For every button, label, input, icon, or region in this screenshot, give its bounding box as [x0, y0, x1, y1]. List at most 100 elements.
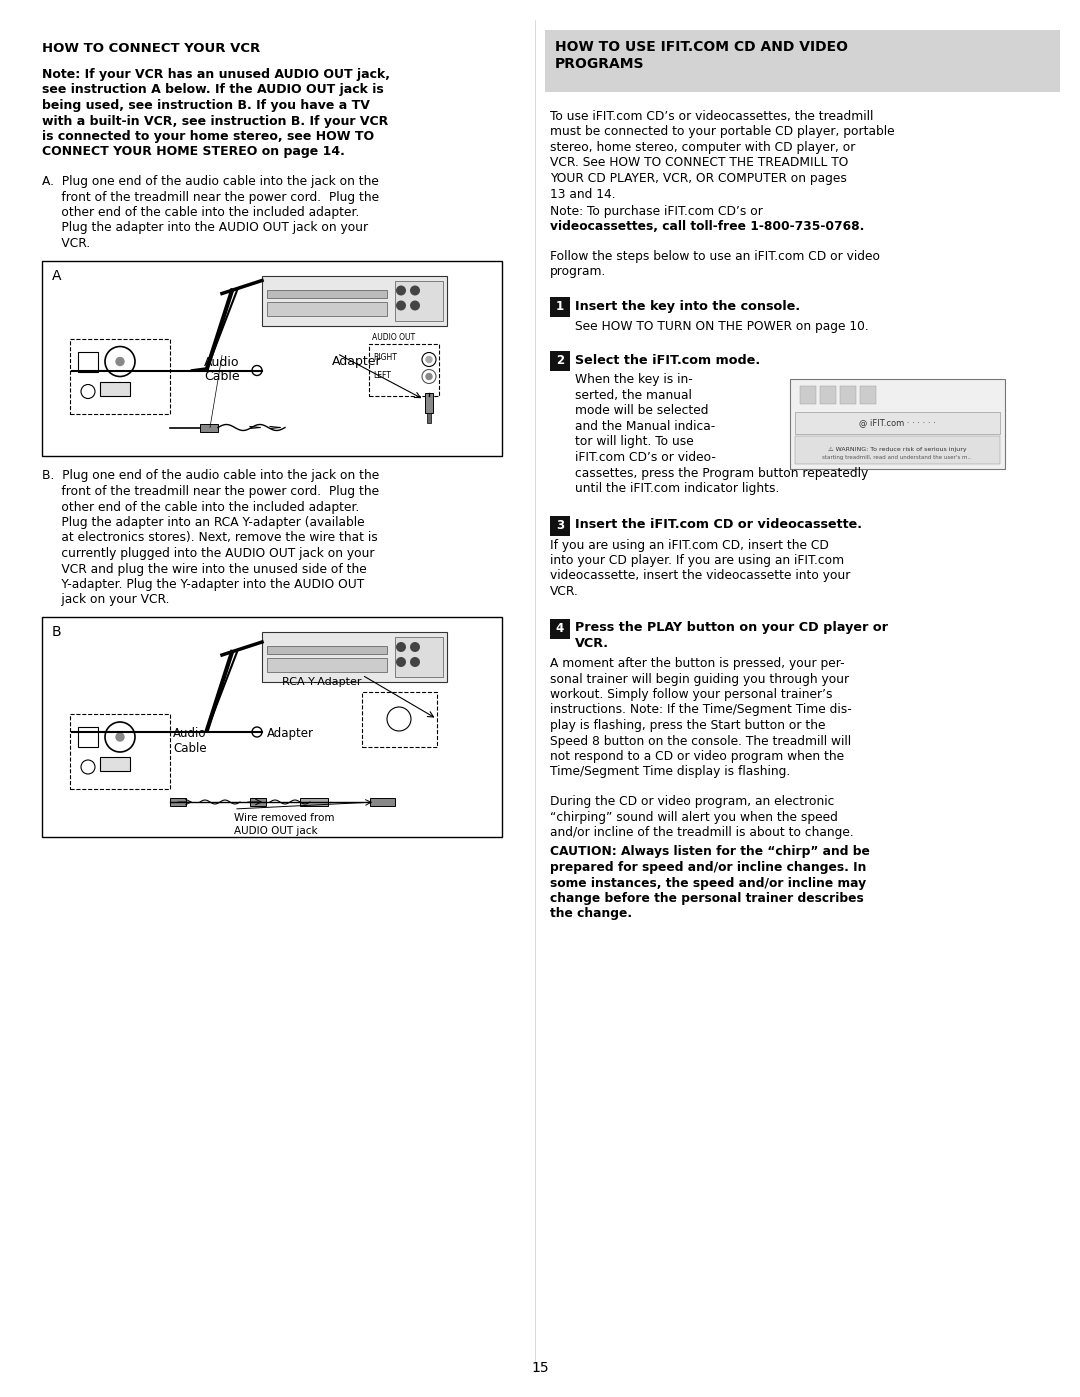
Text: B.  Plug one end of the audio cable into the jack on the: B. Plug one end of the audio cable into …	[42, 469, 379, 482]
Text: “chirping” sound will alert you when the speed: “chirping” sound will alert you when the…	[550, 810, 838, 823]
Text: change before the personal trainer describes: change before the personal trainer descr…	[550, 893, 864, 905]
Text: cassettes, press the Program button repeatedly: cassettes, press the Program button repe…	[575, 467, 868, 479]
Text: CONNECT YOUR HOME STEREO on page 14.: CONNECT YOUR HOME STEREO on page 14.	[42, 145, 345, 158]
Bar	[78, 726, 98, 747]
Circle shape	[396, 643, 406, 652]
Text: mode will be selected: mode will be selected	[575, 405, 708, 418]
Bar	[820, 386, 836, 404]
Text: See HOW TO TURN ON THE POWER on page 10.: See HOW TO TURN ON THE POWER on page 10.	[575, 320, 868, 332]
Text: VCR.: VCR.	[575, 637, 609, 650]
Text: jack on your VCR.: jack on your VCR.	[42, 594, 170, 606]
Text: videocassettes, call toll-free 1-800-735-0768.: videocassettes, call toll-free 1-800-735…	[550, 221, 864, 233]
Text: HOW TO USE IFIT.COM CD AND VIDEO: HOW TO USE IFIT.COM CD AND VIDEO	[555, 41, 848, 54]
Bar	[262, 275, 447, 326]
Circle shape	[410, 657, 420, 666]
Text: Press the PLAY button on your CD player or: Press the PLAY button on your CD player …	[575, 622, 888, 634]
Text: with a built-in VCR, see instruction B. If your VCR: with a built-in VCR, see instruction B. …	[42, 115, 388, 127]
Text: and the Manual indica-: and the Manual indica-	[575, 420, 715, 433]
Text: at electronics stores). Next, remove the wire that is: at electronics stores). Next, remove the…	[42, 531, 378, 545]
Text: Note: If your VCR has an unused AUDIO OUT jack,: Note: If your VCR has an unused AUDIO OU…	[42, 68, 390, 81]
Text: front of the treadmill near the power cord.  Plug the: front of the treadmill near the power co…	[42, 485, 379, 497]
Bar	[70, 338, 170, 414]
Text: VCR.: VCR.	[550, 585, 579, 598]
Bar	[795, 412, 1000, 433]
Bar	[800, 386, 816, 404]
Text: play is flashing, press the Start button or the: play is flashing, press the Start button…	[550, 719, 825, 732]
Bar	[262, 631, 447, 682]
Text: Audio
Cable: Audio Cable	[173, 726, 206, 754]
Circle shape	[396, 657, 406, 666]
Text: PROGRAMS: PROGRAMS	[555, 57, 645, 71]
Text: prepared for speed and/or incline changes. In: prepared for speed and/or incline change…	[550, 861, 866, 875]
Text: 3: 3	[556, 520, 564, 532]
Circle shape	[410, 285, 420, 296]
Bar	[267, 658, 387, 672]
Text: CAUTION: Always listen for the “chirp” and be: CAUTION: Always listen for the “chirp” a…	[550, 845, 869, 859]
Text: Speed 8 button on the console. The treadmill will: Speed 8 button on the console. The tread…	[550, 735, 851, 747]
Text: LEFT: LEFT	[373, 370, 391, 380]
Bar	[795, 436, 1000, 464]
Text: ⚠ WARNING: To reduce risk of serious injury: ⚠ WARNING: To reduce risk of serious inj…	[827, 447, 967, 453]
Bar	[840, 386, 856, 404]
Text: AUDIO OUT jack: AUDIO OUT jack	[234, 826, 318, 835]
Text: Audio
Cable: Audio Cable	[204, 355, 240, 384]
Text: RIGHT: RIGHT	[373, 353, 396, 362]
Text: 15: 15	[531, 1361, 549, 1375]
Bar	[550, 515, 570, 535]
Text: is connected to your home stereo, see HOW TO: is connected to your home stereo, see HO…	[42, 130, 374, 142]
Bar	[249, 798, 266, 806]
Text: and/or incline of the treadmill is about to change.: and/or incline of the treadmill is about…	[550, 826, 854, 840]
Text: other end of the cable into the included adapter.: other end of the cable into the included…	[42, 205, 360, 219]
Text: Insert the key into the console.: Insert the key into the console.	[575, 300, 800, 313]
Text: Time/Segment Time display is flashing.: Time/Segment Time display is flashing.	[550, 766, 791, 778]
Bar	[170, 798, 186, 806]
Text: When the key is in-: When the key is in-	[575, 373, 692, 387]
Bar	[395, 637, 443, 678]
Text: A: A	[52, 268, 62, 282]
Bar	[789, 379, 1005, 468]
Bar	[860, 386, 876, 404]
Text: YOUR CD PLAYER, VCR, OR COMPUTER on pages: YOUR CD PLAYER, VCR, OR COMPUTER on page…	[550, 172, 847, 184]
Text: Follow the steps below to use an iFIT.com CD or video: Follow the steps below to use an iFIT.co…	[550, 250, 880, 263]
Circle shape	[396, 300, 406, 310]
Bar	[427, 412, 431, 422]
Bar	[545, 29, 1059, 92]
Text: 13 and 14.: 13 and 14.	[550, 187, 616, 201]
Text: workout. Simply follow your personal trainer’s: workout. Simply follow your personal tra…	[550, 687, 833, 701]
Text: HOW TO CONNECT YOUR VCR: HOW TO CONNECT YOUR VCR	[42, 42, 260, 54]
Circle shape	[116, 733, 124, 740]
Text: @ iFIT.com · · · · · ·: @ iFIT.com · · · · · ·	[859, 418, 935, 427]
Bar	[300, 798, 328, 806]
Text: Select the iFIT.com mode.: Select the iFIT.com mode.	[575, 353, 760, 366]
Bar	[42, 617, 502, 837]
Bar	[100, 381, 130, 395]
Text: Plug the adapter into an RCA Y-adapter (available: Plug the adapter into an RCA Y-adapter (…	[42, 515, 365, 529]
Text: being used, see instruction B. If you have a TV: being used, see instruction B. If you ha…	[42, 99, 369, 112]
Bar	[100, 757, 130, 771]
Bar	[426, 393, 433, 412]
Bar	[267, 289, 387, 298]
Text: Y-adapter. Plug the Y-adapter into the AUDIO OUT: Y-adapter. Plug the Y-adapter into the A…	[42, 578, 364, 591]
Text: VCR. See HOW TO CONNECT THE TREADMILL TO: VCR. See HOW TO CONNECT THE TREADMILL TO	[550, 156, 849, 169]
Text: RCA Y-Adapter: RCA Y-Adapter	[282, 678, 362, 687]
Text: 2: 2	[556, 353, 564, 367]
Text: until the iFIT.com indicator lights.: until the iFIT.com indicator lights.	[575, 482, 780, 495]
Bar	[550, 351, 570, 370]
Circle shape	[116, 358, 124, 366]
Text: must be connected to your portable CD player, portable: must be connected to your portable CD pl…	[550, 126, 894, 138]
Text: Adapter: Adapter	[267, 726, 313, 740]
Text: instructions. Note: If the Time/Segment Time dis-: instructions. Note: If the Time/Segment …	[550, 704, 852, 717]
Text: program.: program.	[550, 265, 606, 278]
Text: Insert the iFIT.com CD or videocassette.: Insert the iFIT.com CD or videocassette.	[575, 518, 862, 531]
Text: Adapter: Adapter	[332, 355, 381, 369]
Bar	[550, 298, 570, 317]
Circle shape	[396, 285, 406, 296]
Bar	[550, 619, 570, 638]
Text: A.  Plug one end of the audio cable into the jack on the: A. Plug one end of the audio cable into …	[42, 175, 379, 189]
Text: the change.: the change.	[550, 908, 632, 921]
Text: see instruction A below. If the AUDIO OUT jack is: see instruction A below. If the AUDIO OU…	[42, 84, 383, 96]
Text: currently plugged into the AUDIO OUT jack on your: currently plugged into the AUDIO OUT jac…	[42, 548, 375, 560]
Circle shape	[410, 643, 420, 652]
Text: Wire removed from: Wire removed from	[234, 813, 335, 823]
Bar	[42, 260, 502, 455]
